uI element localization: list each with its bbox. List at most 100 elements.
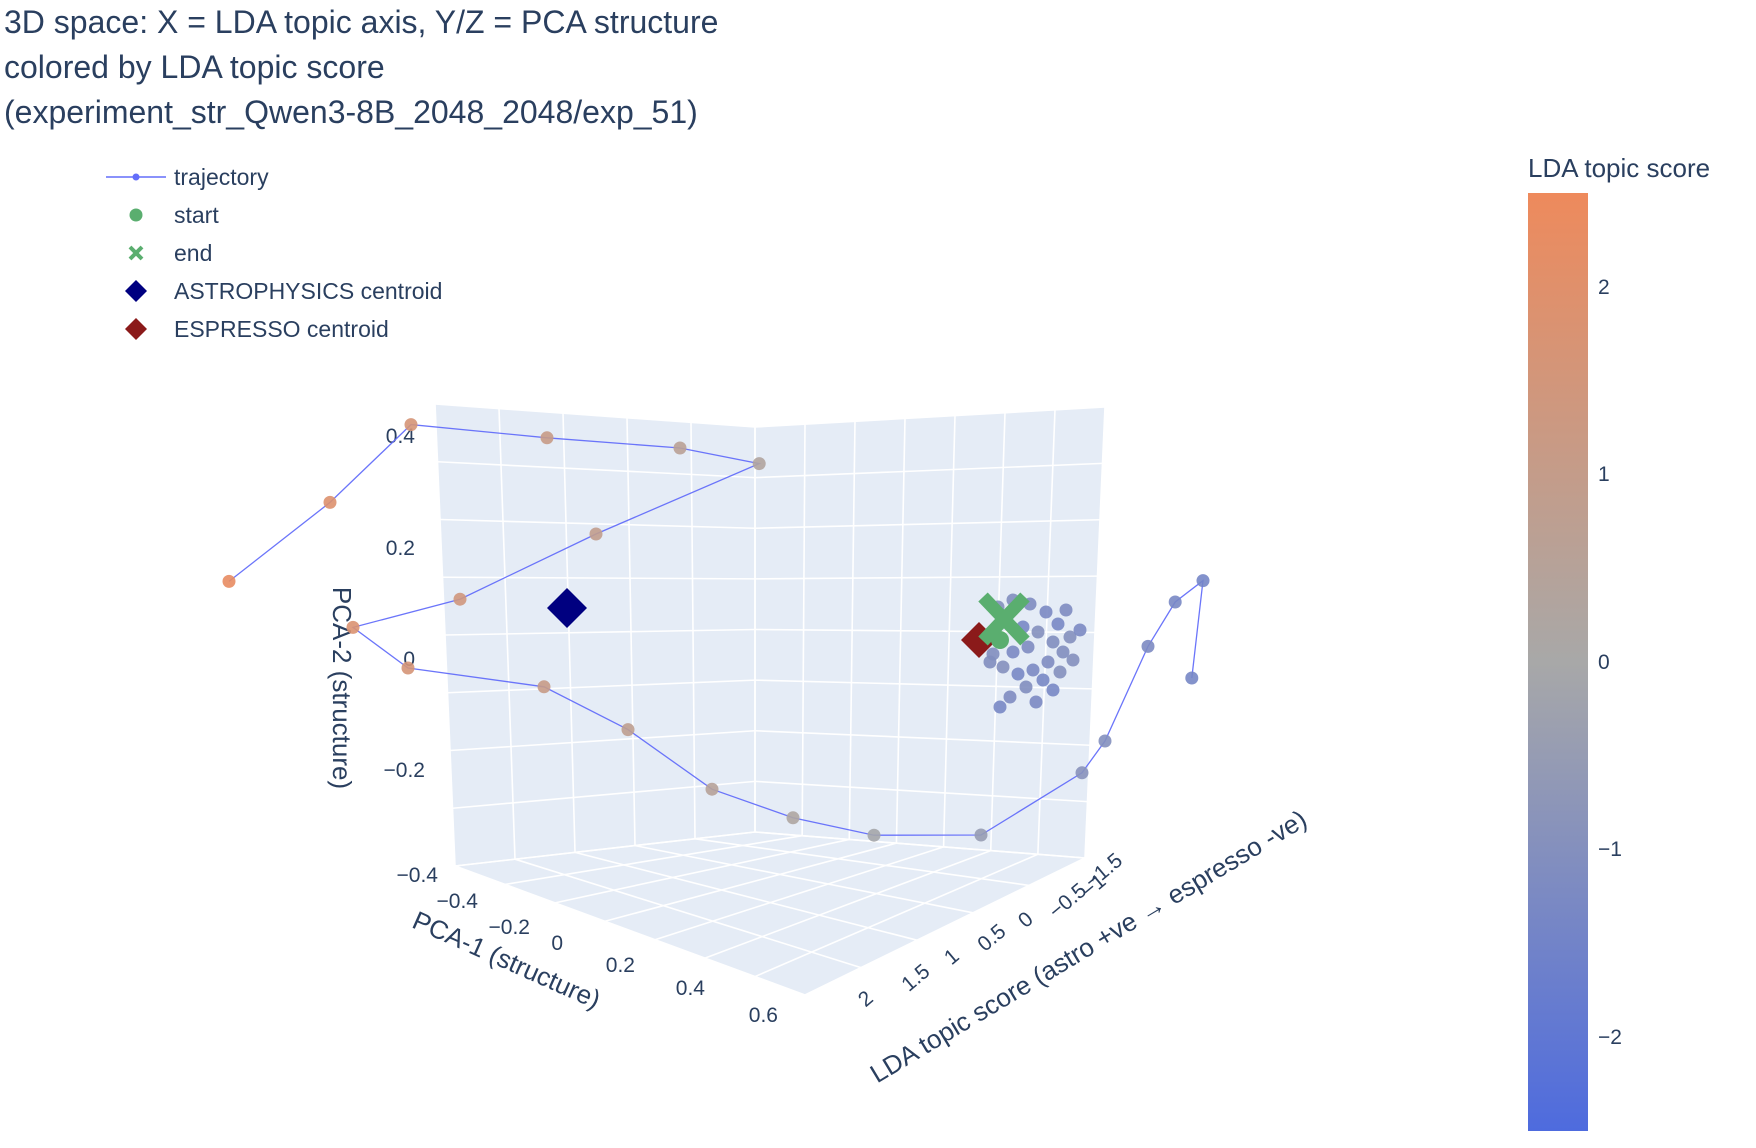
title-line-2: colored by LDA topic score: [4, 49, 385, 85]
grid-line: [801, 424, 806, 836]
grid-line: [604, 842, 897, 923]
x-tick: 0.5: [973, 920, 1010, 956]
grid-line: [654, 846, 944, 941]
legend-item-end[interactable]: end: [128, 240, 212, 266]
grid-line: [704, 849, 991, 959]
trajectory-point[interactable]: [752, 457, 766, 471]
cluster-point[interactable]: [1053, 665, 1067, 679]
cluster-point[interactable]: [1031, 625, 1045, 639]
trajectory-point[interactable]: [453, 592, 467, 606]
trajectory-point[interactable]: [589, 527, 603, 541]
trajectory-point[interactable]: [1185, 671, 1199, 685]
trajectory-point[interactable]: [540, 431, 554, 445]
grid-line: [514, 858, 862, 969]
z-tick: −0.4: [397, 864, 439, 887]
cluster-point[interactable]: [1046, 635, 1060, 649]
legend-x-icon: [128, 245, 144, 261]
cluster-point[interactable]: [996, 660, 1010, 674]
cluster-point[interactable]: [1036, 673, 1050, 687]
trajectory-point[interactable]: [1141, 639, 1155, 653]
colorbar-tick: 1: [1598, 463, 1610, 486]
trajectory-point[interactable]: [786, 811, 800, 825]
trajectory-point[interactable]: [404, 418, 418, 432]
grid-line: [439, 518, 756, 530]
trajectory-point[interactable]: [867, 828, 881, 842]
trajectory-point[interactable]: [673, 441, 687, 455]
trajectory-point[interactable]: [1196, 574, 1210, 588]
trajectory-point[interactable]: [705, 782, 719, 796]
legend-diamond-icon: [125, 318, 147, 340]
grid-line: [434, 403, 756, 428]
scene-3d[interactable]: [434, 403, 1106, 996]
end-marker[interactable]: [978, 592, 1030, 646]
back-pane-left: [435, 404, 755, 866]
legend-circle-icon: [129, 208, 143, 222]
trajectory-point[interactable]: [974, 828, 988, 842]
trajectory-point[interactable]: [222, 574, 236, 588]
grid-line: [1037, 409, 1056, 855]
cluster-point[interactable]: [1019, 680, 1033, 694]
cluster-point[interactable]: [1039, 605, 1053, 619]
y-tick: 0.2: [606, 954, 635, 977]
cluster-point[interactable]: [1066, 653, 1080, 667]
grid-line: [754, 831, 1086, 859]
cluster-point[interactable]: [1021, 640, 1035, 654]
cluster-point[interactable]: [1041, 655, 1055, 669]
cluster-point[interactable]: [1003, 690, 1017, 704]
grid-line: [452, 780, 756, 810]
x-tick: 0: [1014, 907, 1038, 932]
cluster-point[interactable]: [1006, 645, 1020, 659]
end-x-stroke-2[interactable]: [978, 592, 1030, 646]
trajectory-point[interactable]: [621, 723, 635, 737]
trajectory-point[interactable]: [537, 680, 551, 694]
legend-item-trajectory[interactable]: trajectory: [106, 164, 269, 190]
z-tick: −0.2: [384, 759, 425, 782]
grid-line: [454, 865, 806, 996]
trajectory-point[interactable]: [401, 661, 415, 675]
cluster-point[interactable]: [983, 655, 997, 669]
legend-label: end: [174, 240, 212, 266]
cluster-point[interactable]: [1051, 617, 1065, 631]
trajectory-point[interactable]: [1075, 766, 1089, 780]
legend-item-astrophysics-centroid[interactable]: ASTROPHYSICS centroid: [125, 278, 442, 304]
trajectory-point[interactable]: [346, 620, 360, 634]
cluster-point[interactable]: [1059, 603, 1073, 617]
astrophysics-centroid-diamond[interactable]: [547, 588, 587, 628]
colorbar-tick: 2: [1598, 276, 1610, 299]
legend-label: ASTROPHYSICS centroid: [174, 278, 442, 304]
grid-line: [754, 780, 1088, 803]
legend-label: ESPRESSO centroid: [174, 316, 389, 342]
trajectory-point[interactable]: [323, 495, 337, 509]
chart-title: 3D space: X = LDA topic axis, Y/Z = PCA …: [4, 0, 718, 135]
cluster-point[interactable]: [1029, 695, 1043, 709]
title-line-1: 3D space: X = LDA topic axis, Y/Z = PCA …: [4, 4, 719, 40]
grid-line: [848, 421, 856, 840]
colorbar-tick: −1: [1598, 838, 1622, 861]
grid-line: [498, 408, 516, 860]
cluster-point[interactable]: [1056, 645, 1070, 659]
grid-line: [442, 576, 756, 580]
trajectory-points[interactable]: [222, 418, 1210, 842]
trajectory-point[interactable]: [1098, 734, 1112, 748]
cluster-point[interactable]: [1026, 663, 1040, 677]
legend-item-espresso-centroid[interactable]: ESPRESSO centroid: [125, 316, 389, 342]
colorbar-tick: −2: [1598, 1026, 1622, 1049]
grid-line: [754, 575, 1098, 580]
grid-line: [626, 417, 636, 846]
y-tick: 0.6: [749, 1004, 778, 1027]
legend-item-start[interactable]: start: [129, 202, 220, 228]
z-tick: 0: [403, 648, 415, 671]
cluster-point[interactable]: [1073, 623, 1087, 637]
grid-line: [554, 838, 850, 904]
cluster-point[interactable]: [1063, 630, 1077, 644]
cluster-point[interactable]: [1046, 683, 1060, 697]
astrophysics-centroid-marker[interactable]: [547, 588, 587, 628]
trajectory-point[interactable]: [1168, 595, 1182, 609]
legend: trajectory start end ASTROPHYSICS centro…: [106, 164, 442, 342]
y-axis-ticks: −0.4 −0.2 0 0.2 0.4 0.6: [437, 890, 778, 1027]
cluster-point[interactable]: [1011, 667, 1025, 681]
grid-line: [1084, 406, 1106, 859]
colorbar-title: LDA topic score: [1528, 153, 1710, 183]
cluster-point[interactable]: [993, 700, 1007, 714]
